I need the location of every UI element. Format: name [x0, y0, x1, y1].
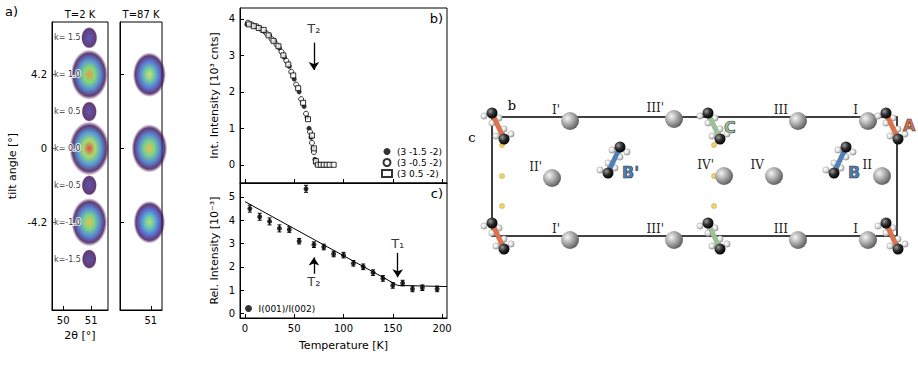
svg-text:c): c) — [431, 186, 443, 201]
svg-text:I: I — [853, 103, 858, 117]
svg-text:k= 1.5: k= 1.5 — [54, 33, 81, 42]
svg-text:0: 0 — [229, 159, 235, 170]
svg-text:III: III — [774, 103, 788, 117]
svg-text:2θ [°]: 2θ [°] — [64, 329, 95, 342]
svg-text:50: 50 — [57, 315, 70, 326]
svg-text:Temperature [K]: Temperature [K] — [298, 339, 388, 352]
svg-text:I: I — [853, 222, 858, 236]
svg-text:a): a) — [5, 4, 18, 19]
svg-text:2: 2 — [229, 261, 235, 272]
svg-text:150: 150 — [383, 323, 402, 334]
svg-text:k=-0.5: k=-0.5 — [54, 181, 81, 190]
svg-text:(3 -1.5 -2): (3 -1.5 -2) — [397, 147, 442, 157]
svg-text:Rel. Intensity [10⁻³]: Rel. Intensity [10⁻³] — [208, 196, 221, 304]
svg-text:2: 2 — [229, 86, 235, 97]
svg-text:51: 51 — [85, 315, 98, 326]
svg-text:II: II — [863, 158, 873, 172]
svg-text:II': II' — [529, 160, 542, 174]
svg-text:4: 4 — [229, 215, 235, 226]
svg-text:k= 0.0: k= 0.0 — [54, 144, 81, 153]
svg-text:T₁: T₁ — [390, 236, 404, 251]
svg-text:k= 0.5: k= 0.5 — [54, 107, 81, 116]
svg-text:50: 50 — [288, 323, 301, 334]
svg-text:1: 1 — [229, 285, 235, 296]
svg-text:0: 0 — [242, 323, 248, 334]
svg-text:tilt angle [°]: tilt angle [°] — [6, 133, 19, 199]
svg-text:100: 100 — [334, 323, 353, 334]
svg-text:c: c — [468, 130, 475, 145]
svg-text:B: B — [848, 163, 860, 182]
svg-text:C: C — [724, 118, 736, 137]
svg-text:I(001)/I(002): I(001)/I(002) — [259, 304, 316, 314]
svg-text:IV: IV — [751, 158, 765, 172]
svg-text:200: 200 — [433, 323, 452, 334]
svg-text:4.2: 4.2 — [31, 69, 47, 80]
svg-text:k=-1.0: k=-1.0 — [54, 218, 81, 227]
svg-text:I': I' — [552, 222, 560, 236]
svg-text:IV': IV' — [697, 158, 714, 172]
svg-text:k= 1.0: k= 1.0 — [54, 70, 81, 79]
svg-text:T=2 K: T=2 K — [64, 9, 96, 20]
svg-text:III': III' — [646, 222, 664, 236]
svg-text:0: 0 — [41, 143, 47, 154]
svg-text:(3 -0.5 -2): (3 -0.5 -2) — [397, 158, 442, 168]
svg-text:b: b — [508, 98, 516, 113]
svg-text:B': B' — [622, 163, 639, 182]
svg-text:III': III' — [646, 101, 664, 115]
svg-text:0: 0 — [229, 308, 235, 319]
svg-text:51: 51 — [144, 315, 157, 326]
svg-text:Int. Intensity [10³ cnts]: Int. Intensity [10³ cnts] — [208, 32, 221, 158]
svg-text:A: A — [903, 116, 916, 135]
svg-text:b): b) — [430, 11, 443, 26]
svg-text:4: 4 — [229, 13, 235, 24]
svg-text:T₂: T₂ — [306, 21, 320, 36]
svg-text:3: 3 — [229, 50, 235, 61]
svg-text:III: III — [774, 222, 788, 236]
svg-text:-4.2: -4.2 — [27, 217, 47, 228]
svg-text:T₂: T₂ — [306, 274, 320, 289]
svg-text:1: 1 — [229, 123, 235, 134]
svg-text:k=-1.5: k=-1.5 — [54, 255, 81, 264]
svg-text:3: 3 — [229, 238, 235, 249]
svg-text:5: 5 — [229, 191, 235, 202]
svg-text:(3 0.5 -2): (3 0.5 -2) — [397, 169, 439, 179]
svg-text:T=87 K: T=87 K — [122, 9, 160, 20]
svg-text:I': I' — [552, 103, 560, 117]
